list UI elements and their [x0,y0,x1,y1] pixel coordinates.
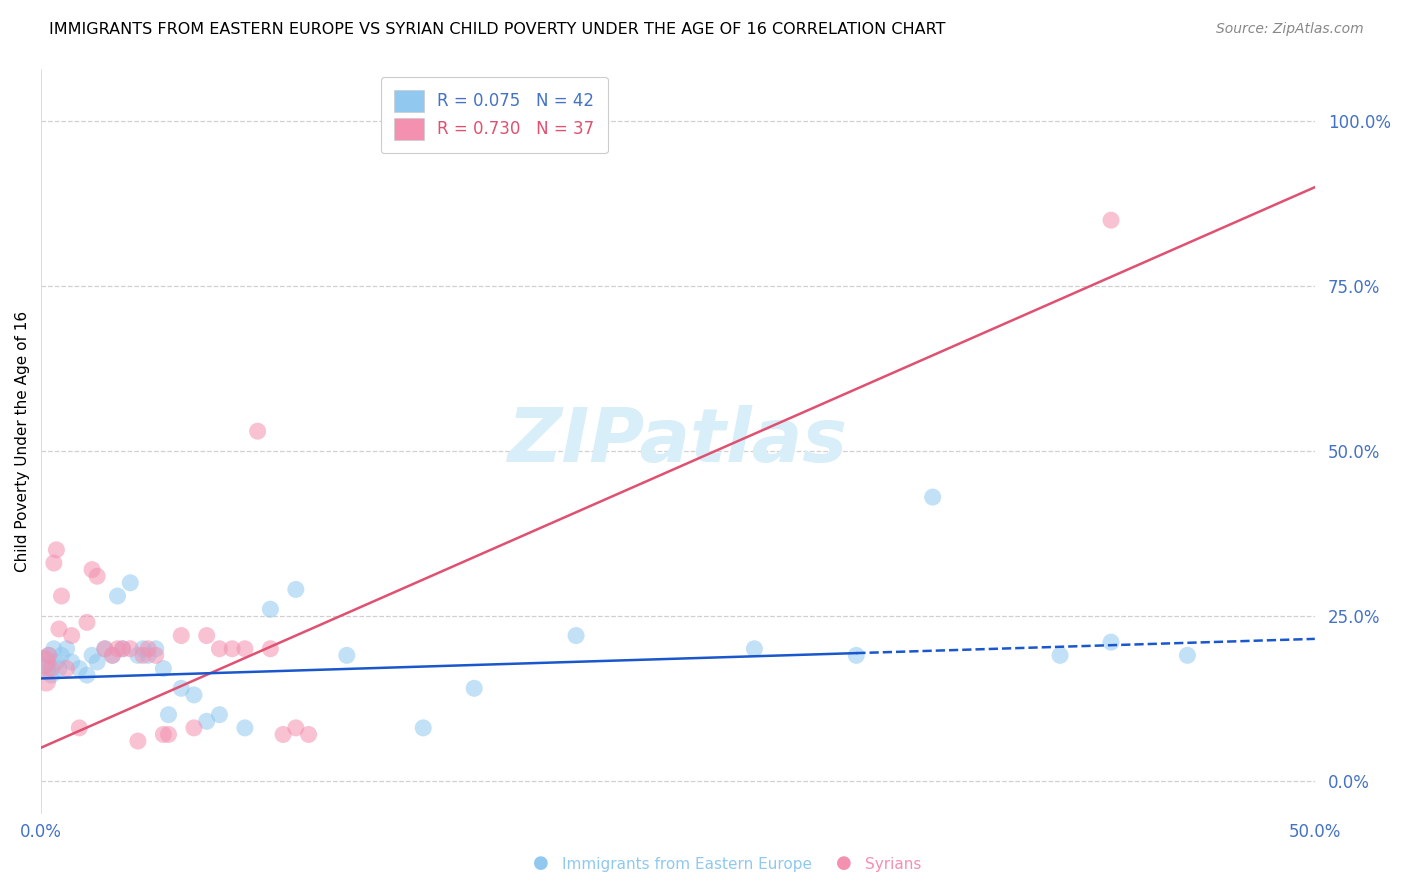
Point [284,582,307,597]
Point [297,727,319,741]
Point [45,542,67,557]
Point [120,575,142,590]
Point [271,727,294,741]
Point [565,629,588,643]
Point [1099,213,1122,227]
Point [86,569,108,583]
Point [259,641,281,656]
Point [60,629,83,643]
Point [55,641,77,656]
Point [38,648,60,663]
Point [42,556,65,570]
Point [101,648,124,663]
Point [195,714,218,729]
Point [259,602,281,616]
Legend: R = 0.075   N = 42, R = 0.730   N = 37: R = 0.075 N = 42, R = 0.730 N = 37 [381,77,607,153]
Point [463,681,485,696]
Point [127,648,149,663]
Point [208,707,231,722]
Y-axis label: Child Poverty Under the Age of 16: Child Poverty Under the Age of 16 [15,310,30,572]
Point [35,674,58,689]
Point [35,661,58,675]
Point [94,641,117,656]
Point [80,563,103,577]
Point [38,648,60,663]
Point [208,641,231,656]
Point [111,641,134,656]
Text: IMMIGRANTS FROM EASTERN EUROPE VS SYRIAN CHILD POVERTY UNDER THE AGE OF 16 CORRE: IMMIGRANTS FROM EASTERN EUROPE VS SYRIAN… [49,22,946,37]
Point [136,641,159,656]
Text: ZIPatlas: ZIPatlas [508,405,848,477]
Point [39,661,62,675]
Point [107,589,129,603]
Point [246,424,269,438]
Point [48,622,70,636]
Point [284,721,307,735]
Text: ●: ● [835,855,852,872]
Point [42,641,65,656]
Point [51,648,73,663]
Point [157,727,180,741]
Point [32,655,55,669]
Point [132,641,155,656]
Point [45,655,67,669]
Point [221,641,243,656]
Point [48,661,70,675]
Point [60,655,83,669]
Point [67,661,90,675]
Point [80,648,103,663]
Point [170,681,193,696]
Point [145,641,167,656]
Point [86,655,108,669]
Point [152,661,174,675]
Point [94,641,117,656]
Point [157,707,180,722]
Point [76,668,98,682]
Point [67,721,90,735]
Point [51,589,73,603]
Point [39,668,62,682]
Point [1049,648,1071,663]
Point [101,648,124,663]
Point [170,629,193,643]
Point [136,648,159,663]
Point [152,727,174,741]
Point [111,641,134,656]
Text: Immigrants from Eastern Europe: Immigrants from Eastern Europe [562,857,813,872]
Point [845,648,868,663]
Point [183,721,205,735]
Point [76,615,98,630]
Point [412,721,434,735]
Text: ●: ● [533,855,550,872]
Point [921,490,943,504]
Point [1177,648,1199,663]
Point [132,648,155,663]
Point [1099,635,1122,649]
Point [145,648,167,663]
Point [183,688,205,702]
Point [107,641,129,656]
Point [127,734,149,748]
Point [120,641,142,656]
Point [744,641,766,656]
Point [32,655,55,669]
Point [233,641,256,656]
Point [233,721,256,735]
Text: Source: ZipAtlas.com: Source: ZipAtlas.com [1216,22,1364,37]
Point [336,648,359,663]
Text: Syrians: Syrians [865,857,921,872]
Point [195,629,218,643]
Point [55,661,77,675]
